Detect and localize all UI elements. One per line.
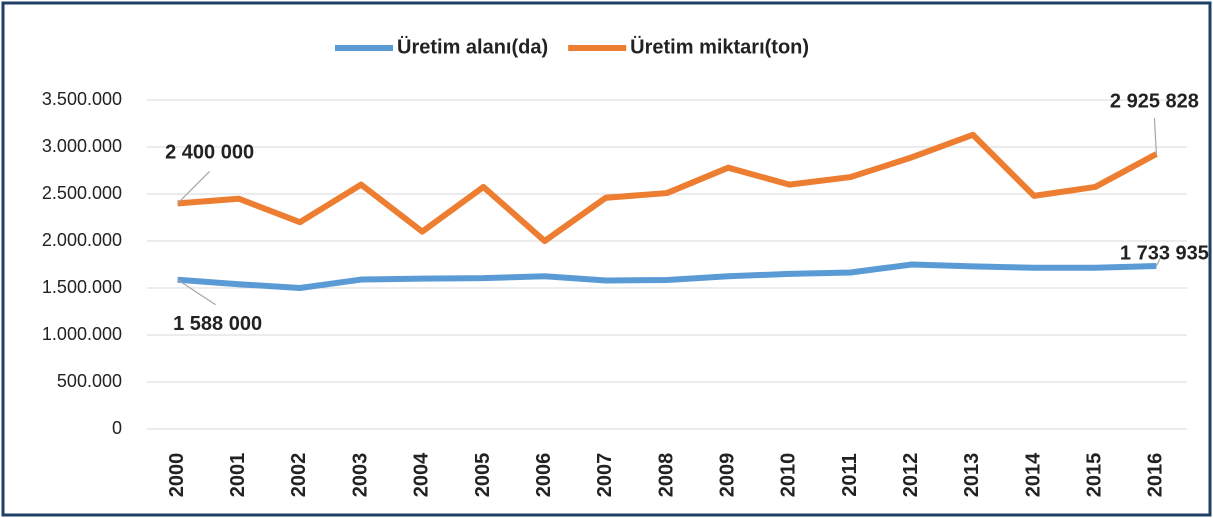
data-label: 1 733 935: [1120, 242, 1209, 264]
legend-label: Üretim alanı(da): [397, 35, 548, 58]
leader-line: [1155, 257, 1161, 267]
leader-line: [1153, 117, 1158, 155]
y-tick-label: 2.000.000: [42, 230, 122, 250]
x-tick-label: 2002: [288, 453, 310, 498]
data-label: 2 400 000: [165, 142, 254, 164]
y-tick-label: 3.000.000: [42, 136, 122, 156]
x-tick-label: 2010: [778, 453, 800, 498]
x-tick-label: 2014: [1022, 452, 1044, 497]
y-tick-label: 2.500.000: [42, 183, 122, 203]
y-tick-label: 0: [112, 418, 122, 438]
x-tick-label: 2008: [655, 453, 677, 498]
y-tick-label: 1.500.000: [42, 277, 122, 297]
leader-line: [177, 279, 216, 306]
x-tick-label: 2004: [411, 452, 433, 497]
x-tick-label: 2006: [533, 453, 555, 498]
legend-label: Üretim miktarı(ton): [630, 35, 809, 58]
series-line: [177, 131, 1158, 244]
x-tick-label: 2016: [1145, 453, 1167, 498]
x-tick-label: 2000: [166, 453, 188, 498]
x-tick-label: 2007: [594, 453, 616, 498]
y-tick-label: 1.000.000: [42, 324, 122, 344]
x-tick-label: 2009: [716, 453, 738, 498]
x-tick-label: 2011: [839, 453, 861, 496]
x-tick-label: 2015: [1084, 453, 1106, 498]
x-tick-label: 2003: [349, 453, 371, 498]
x-tick-label: 2001: [227, 453, 249, 498]
x-tick-label: 2005: [472, 453, 494, 498]
leader-line: [177, 170, 211, 204]
data-label: 1 588 000: [173, 313, 262, 335]
series-line: [177, 261, 1157, 291]
x-tick-label: 2012: [900, 453, 922, 498]
data-label: 2 925 828: [1110, 90, 1199, 112]
y-tick-label: 500.000: [57, 371, 122, 391]
y-tick-label: 3.500.000: [42, 89, 122, 109]
x-tick-label: 2013: [961, 453, 983, 498]
